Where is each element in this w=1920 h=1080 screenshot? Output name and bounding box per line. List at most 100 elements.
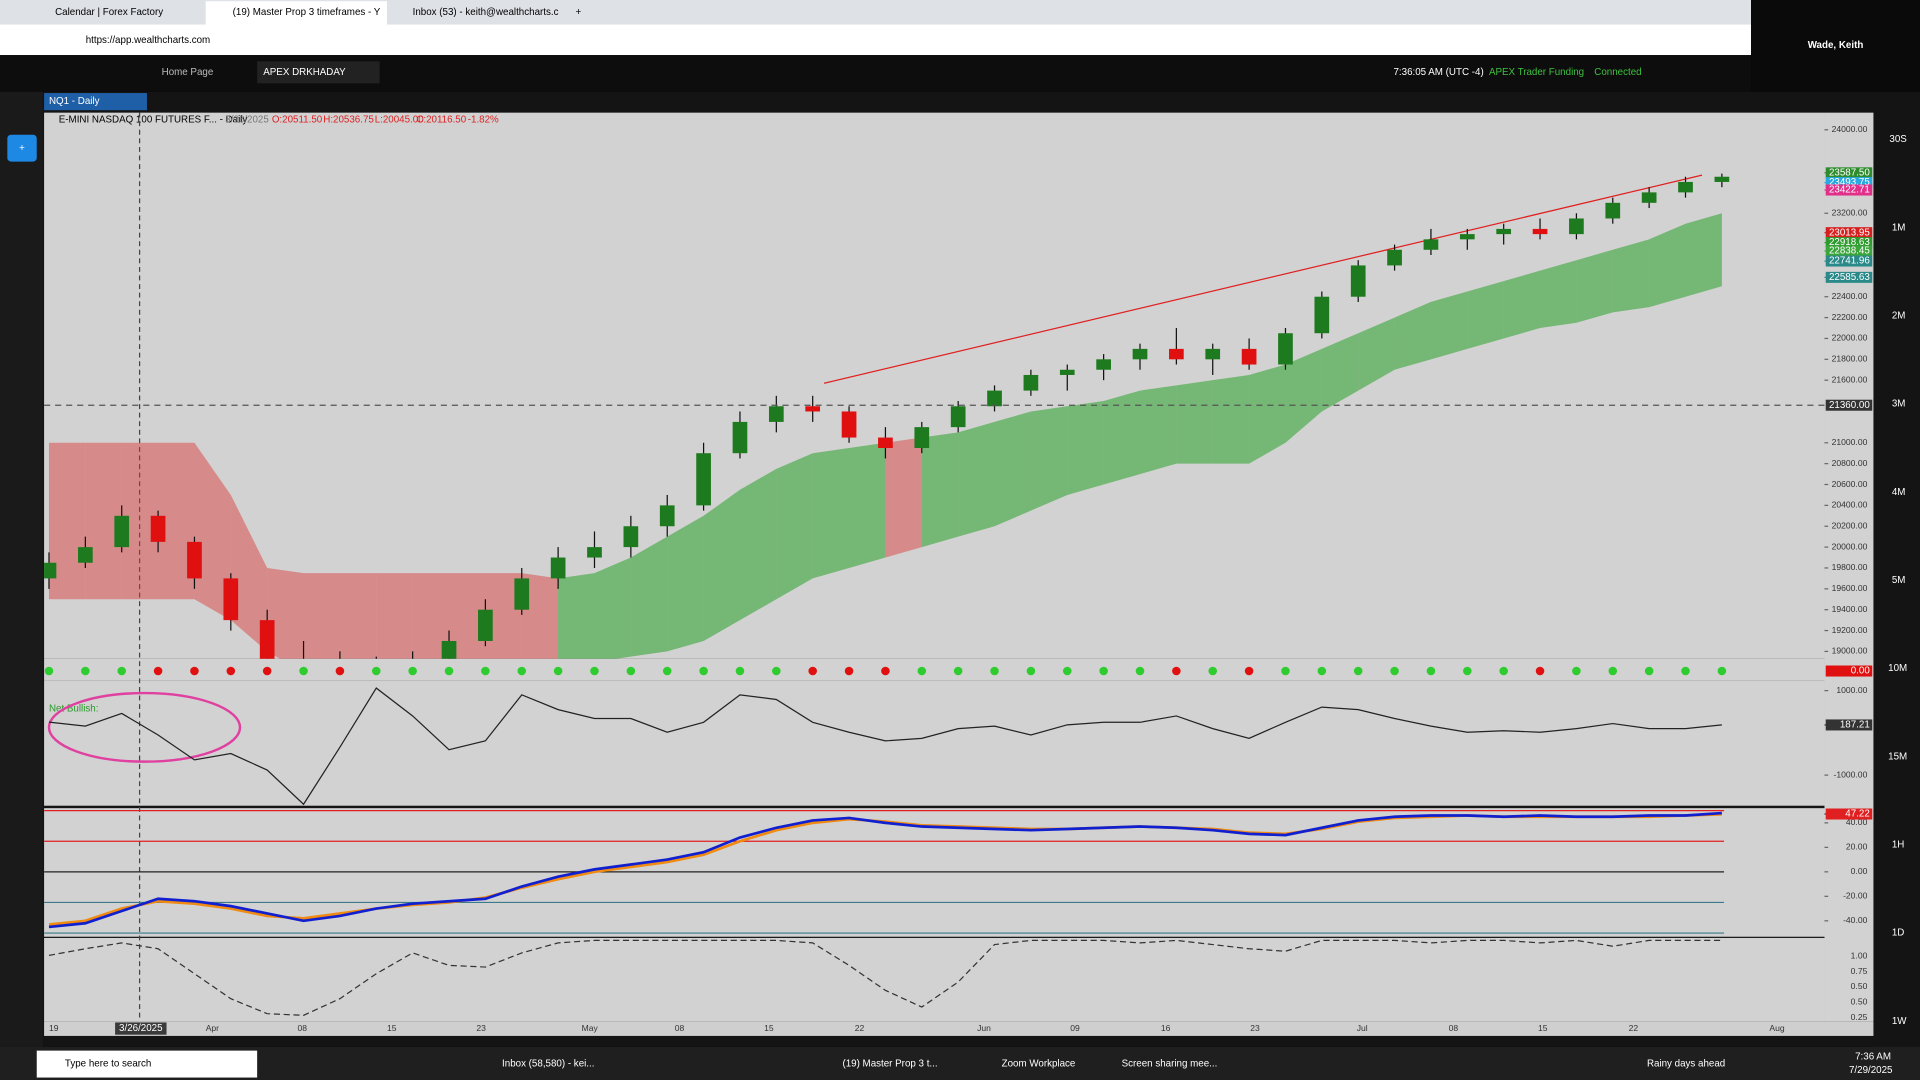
taskbar xyxy=(0,1046,1920,1080)
bar-date: 3/26/2025 xyxy=(225,115,269,126)
app-tab[interactable]: Home Page xyxy=(162,67,214,78)
x-label: 15 xyxy=(1538,1023,1548,1033)
candle-body xyxy=(987,390,1002,407)
symbol-tab[interactable]: NQ1 - Daily xyxy=(49,96,100,107)
account[interactable]: APEX Trader Funding xyxy=(1489,67,1584,78)
timeframe[interactable]: 30S xyxy=(1889,134,1907,145)
add-button[interactable] xyxy=(7,134,37,162)
band xyxy=(1430,291,1468,360)
timeframe[interactable]: 2M xyxy=(1892,311,1906,322)
timeframe[interactable]: 1D xyxy=(1892,928,1905,939)
taskbar-item[interactable]: (19) Master Prop 3 t... xyxy=(842,1059,937,1070)
candle-body xyxy=(950,406,966,428)
signal-dot xyxy=(335,666,345,676)
band xyxy=(1612,239,1650,313)
signal-dot xyxy=(1099,666,1108,676)
trend-plot xyxy=(44,810,1725,934)
timeframe[interactable]: 4M xyxy=(1892,487,1906,498)
oscillator-pane xyxy=(44,680,1825,806)
y-tick-label: 20800.00 xyxy=(1832,458,1868,468)
band xyxy=(1249,364,1286,464)
price-tag: 22838.45 xyxy=(1829,246,1870,257)
signal-dot xyxy=(226,666,236,676)
candle-body xyxy=(1423,239,1439,250)
y-tick-label: 0.00 xyxy=(1851,866,1868,876)
timeframe[interactable]: 1M xyxy=(1892,222,1906,233)
signal-dot xyxy=(1317,666,1327,676)
candle-body xyxy=(1314,296,1330,334)
signal-dot xyxy=(590,666,599,676)
active-tab[interactable] xyxy=(205,1,387,25)
price-tag-bg xyxy=(1825,167,1873,179)
candle-body xyxy=(150,515,166,542)
candle-body xyxy=(78,547,93,563)
candle-body xyxy=(732,421,748,454)
signal-dot xyxy=(517,666,527,676)
signal-dot xyxy=(662,666,672,676)
band xyxy=(1067,401,1104,495)
signal-dot xyxy=(262,666,272,676)
price-tag: 22585.63 xyxy=(1829,272,1870,283)
candle-body xyxy=(114,515,130,548)
price-tag: 23013.95 xyxy=(1829,227,1870,238)
y-tick-label: 19600.00 xyxy=(1832,583,1868,593)
candle-body xyxy=(1459,234,1475,240)
taskbar-item[interactable]: Zoom Workplace xyxy=(1002,1059,1076,1070)
signal-dot xyxy=(1535,666,1545,676)
pane-label: Net Bullish: xyxy=(49,704,98,715)
trend-annotation xyxy=(823,174,1703,384)
url[interactable]: https://app.wealthcharts.com xyxy=(86,35,211,46)
signal-dot xyxy=(1463,666,1472,676)
timeframe[interactable]: 1W xyxy=(1892,1016,1907,1027)
osc-plot xyxy=(48,687,1722,806)
series-line xyxy=(48,939,1722,1016)
app-tab[interactable]: APEX DRKHADAY xyxy=(263,67,346,78)
band xyxy=(1503,270,1541,339)
bar-open: O:20511.50 xyxy=(272,115,323,126)
y-tick-label: -1000.00 xyxy=(1834,769,1868,779)
y-tick-label: 21600.00 xyxy=(1832,374,1868,384)
tab[interactable]: (19) Master Prop 3 timeframes - Y xyxy=(233,7,381,18)
signal-dot xyxy=(626,666,636,676)
x-label: 23 xyxy=(476,1023,486,1033)
band xyxy=(1285,348,1322,443)
candle-body xyxy=(659,505,675,527)
x-label: 15 xyxy=(764,1023,774,1033)
timeframe[interactable]: 5M xyxy=(1892,575,1906,586)
app-tab-active xyxy=(257,61,380,84)
signal-dot xyxy=(1681,666,1690,676)
y-tick-label: 21000.00 xyxy=(1832,437,1868,447)
candle-body xyxy=(44,562,57,579)
y-tick-label: 22200.00 xyxy=(1832,312,1868,322)
search-text[interactable]: Type here to search xyxy=(65,1059,151,1070)
x-label: 15 xyxy=(387,1023,397,1033)
band xyxy=(339,573,377,659)
y-tick-label: 20600.00 xyxy=(1832,479,1868,489)
candle-body xyxy=(1641,192,1657,203)
y-tick-label: 20.00 xyxy=(1846,842,1868,852)
signal-dot xyxy=(1644,666,1654,676)
timeframe[interactable]: 3M xyxy=(1892,399,1906,410)
band xyxy=(958,421,995,537)
search-box[interactable] xyxy=(36,1050,258,1078)
timeframe[interactable]: 15M xyxy=(1888,751,1907,762)
timeframe[interactable]: 10M xyxy=(1888,663,1907,674)
tab[interactable]: Inbox (53) - keith@wealthcharts.c xyxy=(413,7,559,18)
y-tick-label: 0.50 xyxy=(1851,981,1868,991)
new-tab[interactable]: + xyxy=(576,7,582,18)
bar-low: L:20045.00 xyxy=(375,115,425,126)
timeframe[interactable]: 1H xyxy=(1892,839,1905,850)
band xyxy=(85,442,122,600)
band xyxy=(994,411,1031,527)
x-label: 08 xyxy=(298,1023,308,1033)
taskbar-item[interactable]: Inbox (58,580) - kei... xyxy=(502,1059,594,1070)
x-label: 16 xyxy=(1161,1023,1171,1033)
tray-time: 7:36 AM xyxy=(1855,1051,1891,1062)
y-tick-label: 19000.00 xyxy=(1832,646,1868,656)
y-tick-label: 40.00 xyxy=(1846,817,1868,827)
tab[interactable]: Calendar | Forex Factory xyxy=(55,7,163,18)
taskbar-item[interactable]: Screen sharing mee... xyxy=(1122,1059,1218,1070)
price-pane xyxy=(44,112,1825,659)
band xyxy=(1212,374,1250,464)
band xyxy=(1685,213,1722,297)
